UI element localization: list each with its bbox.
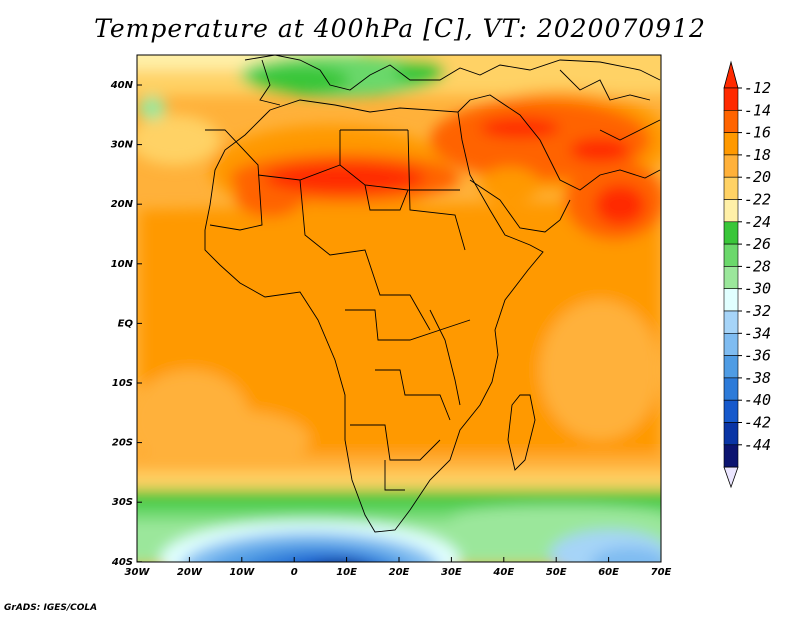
colorbar-swatch bbox=[723, 377, 739, 401]
colorbar-label: -38 bbox=[744, 369, 771, 387]
colorbar-label: -12 bbox=[744, 79, 771, 97]
y-tick-label: 30S bbox=[112, 497, 133, 508]
x-tick-label: 10E bbox=[336, 567, 357, 578]
colorbar-swatch bbox=[723, 266, 739, 289]
y-tick-label: 20S bbox=[112, 438, 133, 449]
colorbar-swatch bbox=[723, 243, 739, 267]
colorbar-label: -42 bbox=[744, 414, 771, 432]
colorbar-swatch bbox=[723, 332, 739, 356]
colorbar-label: -44 bbox=[744, 436, 771, 454]
x-axis: 30W 20W 10W 0 10E 20E 30E 40E 50E 60E 70E bbox=[125, 557, 672, 578]
coastlines bbox=[204, 55, 661, 533]
colorbar-under-arrow bbox=[723, 466, 739, 489]
x-tick-label: 30W bbox=[125, 567, 151, 578]
colorbar-swatch bbox=[723, 288, 739, 312]
colorbar-swatch bbox=[723, 87, 739, 111]
colorbar-swatch bbox=[723, 310, 739, 334]
colorbar-swatch bbox=[723, 199, 739, 223]
y-tick-label: 40S bbox=[111, 557, 133, 568]
colorbar-label: -14 bbox=[744, 101, 771, 119]
colorbar-swatch bbox=[723, 399, 739, 423]
chart-title: Temperature at 400hPa [C], VT: 202007091… bbox=[94, 14, 706, 43]
colorbar-swatch bbox=[723, 176, 739, 200]
colorbar-label: -28 bbox=[744, 257, 771, 275]
colorbar-label: -26 bbox=[744, 235, 771, 253]
x-tick-label: 0 bbox=[291, 567, 298, 578]
colorbar-label: -16 bbox=[744, 124, 771, 142]
x-tick-label: 40E bbox=[492, 567, 514, 578]
x-tick-label: 60E bbox=[598, 567, 619, 578]
temperature-field bbox=[137, 55, 661, 562]
colorbar-swatch bbox=[723, 110, 739, 133]
colorbar-label: -40 bbox=[744, 391, 771, 409]
colorbar-label: -34 bbox=[744, 324, 771, 342]
y-tick-label: EQ bbox=[118, 318, 134, 329]
colorbar-label: -20 bbox=[744, 168, 771, 186]
x-tick-label: 10W bbox=[229, 567, 255, 578]
x-tick-label: 30E bbox=[441, 567, 462, 578]
grads-credit: GrADS: IGES/COLA bbox=[4, 603, 98, 613]
colorbar-over-arrow bbox=[723, 60, 739, 89]
colorbar-label: -36 bbox=[744, 347, 771, 365]
x-tick-label: 20E bbox=[389, 567, 410, 578]
y-tick-label: 40N bbox=[110, 80, 134, 91]
colorbar-label: -30 bbox=[744, 280, 771, 298]
y-axis: 40N 30N 20N 10N EQ 10S 20S 30S 40S bbox=[110, 80, 142, 568]
colorbar-label: -18 bbox=[744, 146, 771, 164]
colorbar-label: -22 bbox=[744, 191, 771, 209]
x-tick-label: 20W bbox=[177, 567, 203, 578]
y-tick-label: 10S bbox=[112, 378, 133, 389]
colorbar-swatch bbox=[723, 444, 739, 468]
colorbar: -12 -14 -16 -18 -20 -22 -24 -26 -28 -30 -32 -34 -36 -… bbox=[723, 60, 771, 489]
colorbar-swatch bbox=[723, 132, 739, 156]
colorbar-swatch bbox=[723, 355, 739, 379]
y-tick-label: 10N bbox=[111, 259, 134, 270]
x-tick-label: 50E bbox=[546, 567, 567, 578]
colorbar-swatch bbox=[723, 154, 739, 178]
y-tick-label: 30N bbox=[111, 140, 134, 151]
colorbar-label: -32 bbox=[744, 302, 771, 320]
colorbar-swatch bbox=[723, 221, 739, 245]
colorbar-label: -24 bbox=[744, 213, 771, 231]
y-tick-label: 20N bbox=[111, 199, 134, 210]
x-tick-label: 70E bbox=[651, 567, 672, 578]
colorbar-swatch bbox=[723, 422, 739, 446]
